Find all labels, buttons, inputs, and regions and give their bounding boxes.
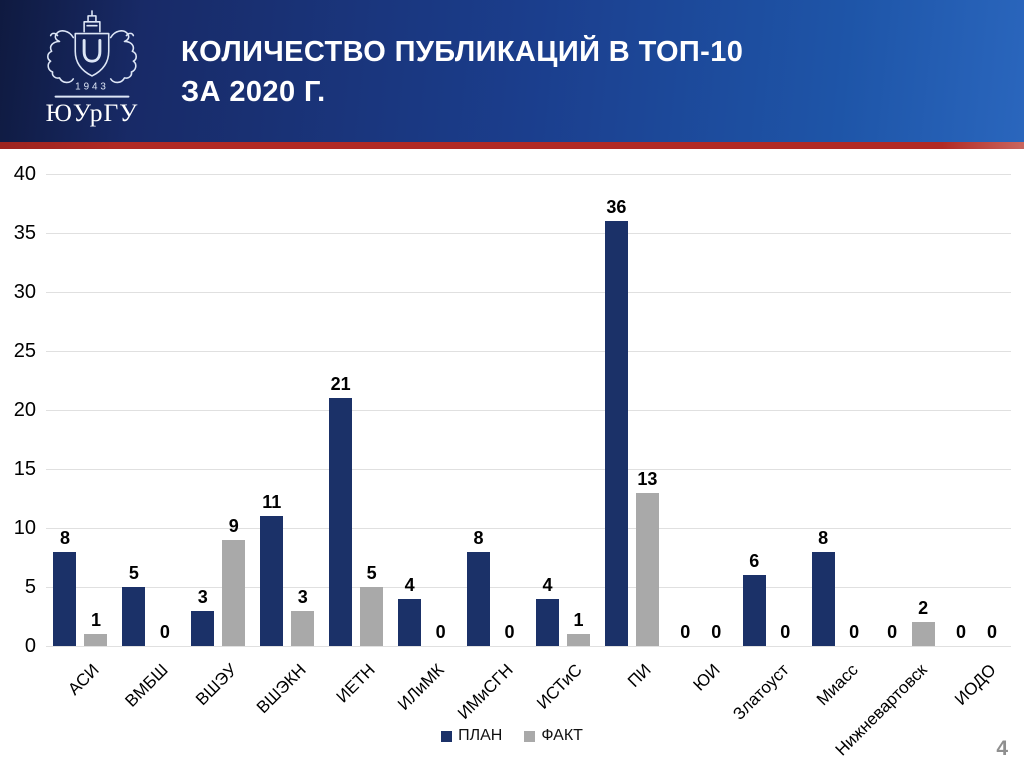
legend-label-plan: ПЛАН xyxy=(458,727,503,744)
value-label: 2 xyxy=(918,598,929,619)
value-label: 0 xyxy=(849,622,860,642)
y-axis-label: 40 xyxy=(13,163,36,185)
legend-item-plan: ПЛАН xyxy=(441,727,502,745)
bar-план xyxy=(398,598,422,646)
gridline xyxy=(46,469,1011,470)
bar-план xyxy=(191,610,215,646)
legend-label-fact: ФАКТ xyxy=(541,727,583,744)
gridline xyxy=(46,587,1011,588)
value-label: 9 xyxy=(228,515,239,536)
value-label: 0 xyxy=(680,622,691,642)
category-label: ИОДО xyxy=(950,660,1000,709)
value-label: 1 xyxy=(90,610,101,631)
value-label: 6 xyxy=(749,551,760,572)
value-label: 4 xyxy=(404,574,415,595)
bar-план xyxy=(122,587,146,646)
bar-факт xyxy=(566,634,590,646)
value-label: 8 xyxy=(818,527,829,548)
y-axis-label: 25 xyxy=(13,340,36,362)
y-axis-label: 10 xyxy=(13,517,36,539)
value-label: 0 xyxy=(159,622,170,642)
legend-swatch-plan xyxy=(441,730,453,742)
legend-item-fact: ФАКТ xyxy=(524,727,583,745)
bar-план xyxy=(53,551,77,646)
value-label: 36 xyxy=(606,197,627,218)
page-number: 4 xyxy=(996,737,1008,760)
value-label: 11 xyxy=(262,492,282,513)
university-logo: 1943 ЮУрГУ xyxy=(28,8,156,136)
bar-факт xyxy=(222,539,246,646)
value-label: 4 xyxy=(542,574,553,595)
y-axis-label: 5 xyxy=(24,576,36,598)
bar-план xyxy=(260,516,284,646)
gridline xyxy=(46,410,1011,411)
gridline xyxy=(46,233,1011,234)
slide-title-line-2: ЗА 2020 Г. xyxy=(181,76,326,108)
chart-legend: ПЛАН ФАКТ xyxy=(0,727,1024,745)
gridline xyxy=(46,292,1011,293)
gridline xyxy=(46,528,1011,529)
value-label: 13 xyxy=(637,468,658,489)
bar-факт xyxy=(84,634,108,646)
y-axis-label: 35 xyxy=(13,222,36,244)
value-label: 0 xyxy=(956,622,967,642)
y-axis-label: 0 xyxy=(24,635,36,657)
bar-факт xyxy=(635,492,659,646)
bar-план xyxy=(742,575,766,646)
bar-факт xyxy=(360,587,384,646)
value-label: 8 xyxy=(473,527,484,548)
value-label: 0 xyxy=(987,622,998,642)
bar-факт xyxy=(911,622,935,646)
gridline xyxy=(46,174,1011,175)
value-label: 3 xyxy=(197,586,208,607)
university-crest-icon: 1943 ЮУрГУ xyxy=(46,10,139,127)
bar-план xyxy=(467,551,491,646)
y-axis-label: 30 xyxy=(13,281,36,303)
value-label: 5 xyxy=(366,563,377,583)
slide-header: 1943 ЮУрГУ КОЛИЧЕСТВО ПУБЛИКАЦИЙ В ТОП-1… xyxy=(0,0,1024,142)
value-label: 0 xyxy=(435,622,446,642)
logo-year: 1943 xyxy=(75,82,109,93)
slide-title: КОЛИЧЕСТВО ПУБЛИКАЦИЙ В ТОП-10 ЗА 2020 Г… xyxy=(181,32,743,112)
header-divider xyxy=(0,142,1024,149)
legend-swatch-fact xyxy=(524,730,536,742)
value-label: 5 xyxy=(128,563,139,583)
bar-факт xyxy=(291,610,315,646)
bar-план xyxy=(604,221,628,646)
bar-план xyxy=(535,598,559,646)
value-label: 8 xyxy=(59,527,70,548)
gridline xyxy=(46,646,1011,647)
gridline xyxy=(46,351,1011,352)
y-axis-label: 15 xyxy=(13,458,36,480)
value-label: 3 xyxy=(297,586,308,607)
value-label: 21 xyxy=(330,374,351,395)
value-label: 1 xyxy=(573,610,584,631)
bar-план xyxy=(811,551,835,646)
bar-план xyxy=(329,398,353,646)
value-label: 0 xyxy=(780,622,791,642)
value-label: 0 xyxy=(887,622,898,642)
logo-name: ЮУрГУ xyxy=(46,98,139,127)
value-label: 0 xyxy=(711,622,722,642)
value-label: 0 xyxy=(504,622,515,642)
y-axis-label: 20 xyxy=(13,399,36,421)
slide-title-line-1: КОЛИЧЕСТВО ПУБЛИКАЦИЙ В ТОП-10 xyxy=(181,36,744,68)
